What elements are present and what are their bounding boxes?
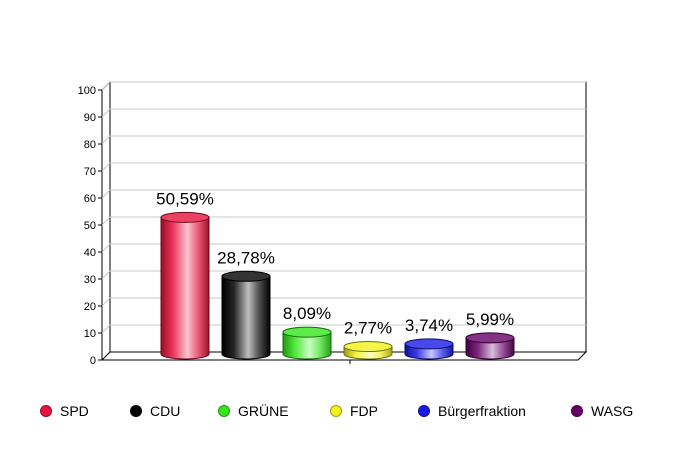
y-tick-label: 20 bbox=[84, 301, 96, 313]
legend-label: WASG bbox=[591, 403, 634, 419]
y-tick-label: 50 bbox=[84, 220, 96, 232]
bar-spd bbox=[160, 211, 210, 360]
bar-top bbox=[282, 326, 332, 338]
legend-label: CDU bbox=[150, 403, 181, 419]
grid-line-side bbox=[101, 135, 111, 145]
bar-b-rgerfraktion bbox=[404, 338, 454, 360]
data-label: 2,77% bbox=[344, 319, 392, 338]
bar-fdp bbox=[343, 341, 393, 360]
bar-top bbox=[221, 270, 271, 282]
data-label: 28,78% bbox=[217, 248, 275, 267]
y-tick-label: 10 bbox=[84, 328, 96, 340]
grid-line-side bbox=[101, 270, 111, 280]
legend-marker bbox=[218, 405, 230, 417]
y-tick-label: 80 bbox=[84, 139, 96, 151]
legend-item: GRÜNE bbox=[218, 401, 289, 421]
legend: SPD CDU GRÜNE FDP Bürgerfraktion WASG bbox=[0, 401, 678, 421]
bar-top bbox=[465, 332, 515, 344]
grid-line-side bbox=[101, 162, 111, 172]
y-axis: 0 10 20 30 40 50 60 70 80 90 100 bbox=[78, 85, 102, 367]
grid-line-side bbox=[101, 189, 111, 199]
legend-marker bbox=[418, 405, 430, 417]
y-tick-label: 60 bbox=[84, 193, 96, 205]
legend-marker bbox=[571, 405, 583, 417]
bar-body bbox=[282, 331, 332, 360]
grid-line-side bbox=[101, 243, 111, 253]
bars bbox=[160, 211, 515, 360]
y-tick-label: 90 bbox=[84, 112, 96, 124]
legend-item: FDP bbox=[330, 401, 378, 421]
bar-cdu bbox=[221, 270, 271, 360]
y-tick-label: 30 bbox=[84, 274, 96, 286]
bar-body bbox=[160, 216, 210, 360]
y-tick-label: 40 bbox=[84, 247, 96, 259]
data-labels: 50,59% 28,78% 8,09% 2,77% 3,74% 5,99% bbox=[156, 189, 514, 337]
data-label: 3,74% bbox=[405, 316, 453, 335]
legend-label: GRÜNE bbox=[238, 403, 289, 419]
legend-item: Bürgerfraktion bbox=[418, 401, 526, 421]
bar-top bbox=[404, 338, 454, 350]
data-label: 50,59% bbox=[156, 189, 214, 208]
bar-body bbox=[465, 337, 515, 360]
grid-line-side bbox=[101, 81, 111, 91]
legend-label: Bürgerfraktion bbox=[438, 403, 526, 419]
y-tick-label: 100 bbox=[78, 85, 96, 97]
y-tick-label: 70 bbox=[84, 166, 96, 178]
bar-top bbox=[160, 211, 210, 223]
legend-item: SPD bbox=[40, 401, 89, 421]
legend-marker bbox=[130, 405, 142, 417]
legend-item: WASG bbox=[571, 401, 633, 421]
legend-label: FDP bbox=[350, 403, 378, 419]
bar-body bbox=[221, 275, 271, 360]
legend-marker bbox=[40, 405, 52, 417]
bar-wasg bbox=[465, 332, 515, 360]
grid-line-side bbox=[101, 324, 111, 334]
grid-line-side bbox=[101, 216, 111, 226]
legend-label: SPD bbox=[60, 403, 89, 419]
data-label: 5,99% bbox=[466, 310, 514, 329]
bar-gr-ne bbox=[282, 326, 332, 360]
data-label: 8,09% bbox=[283, 304, 331, 323]
grid-line-side bbox=[101, 297, 111, 307]
grid-line-side bbox=[101, 108, 111, 118]
y-tick-label: 0 bbox=[90, 355, 96, 367]
legend-item: CDU bbox=[130, 401, 180, 421]
bar-top bbox=[343, 341, 393, 353]
legend-marker bbox=[330, 405, 342, 417]
